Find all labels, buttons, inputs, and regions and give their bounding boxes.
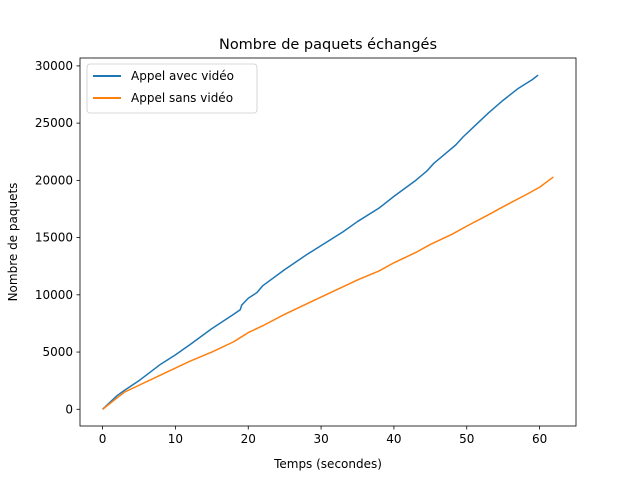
y-tick-label: 25000 xyxy=(35,116,73,130)
x-tick-label: 20 xyxy=(241,432,256,446)
x-axis-label: Temps (secondes) xyxy=(273,457,382,471)
series-line-1 xyxy=(102,176,554,410)
y-tick-label: 15000 xyxy=(35,231,73,245)
y-axis: 0 5000 10000 15000 20000 25000 30000 xyxy=(35,59,80,416)
chart-title: Nombre de paquets échangés xyxy=(219,37,437,53)
x-axis: 0 10 20 30 40 50 60 xyxy=(99,426,547,446)
x-tick-label: 60 xyxy=(532,432,547,446)
y-tick-label: 0 xyxy=(65,402,73,416)
y-tick-label: 20000 xyxy=(35,173,73,187)
x-tick-label: 30 xyxy=(313,432,328,446)
series-layer xyxy=(102,74,554,410)
y-tick-label: 10000 xyxy=(35,288,73,302)
legend: Appel avec vidéo Appel sans vidéo xyxy=(86,63,258,114)
plot-frame xyxy=(79,57,577,427)
x-tick-label: 50 xyxy=(459,432,474,446)
y-tick-label: 5000 xyxy=(42,345,73,359)
y-tick-label: 30000 xyxy=(35,59,73,73)
x-tick-label: 10 xyxy=(168,432,183,446)
x-tick-label: 40 xyxy=(386,432,401,446)
series-line-0 xyxy=(102,74,539,410)
legend-box xyxy=(86,63,258,114)
x-tick-label: 0 xyxy=(99,432,107,446)
legend-label-video: Appel avec vidéo xyxy=(131,69,234,83)
y-axis-label: Nombre de paquets xyxy=(6,183,20,302)
legend-label-sans-video: Appel sans vidéo xyxy=(131,91,233,105)
